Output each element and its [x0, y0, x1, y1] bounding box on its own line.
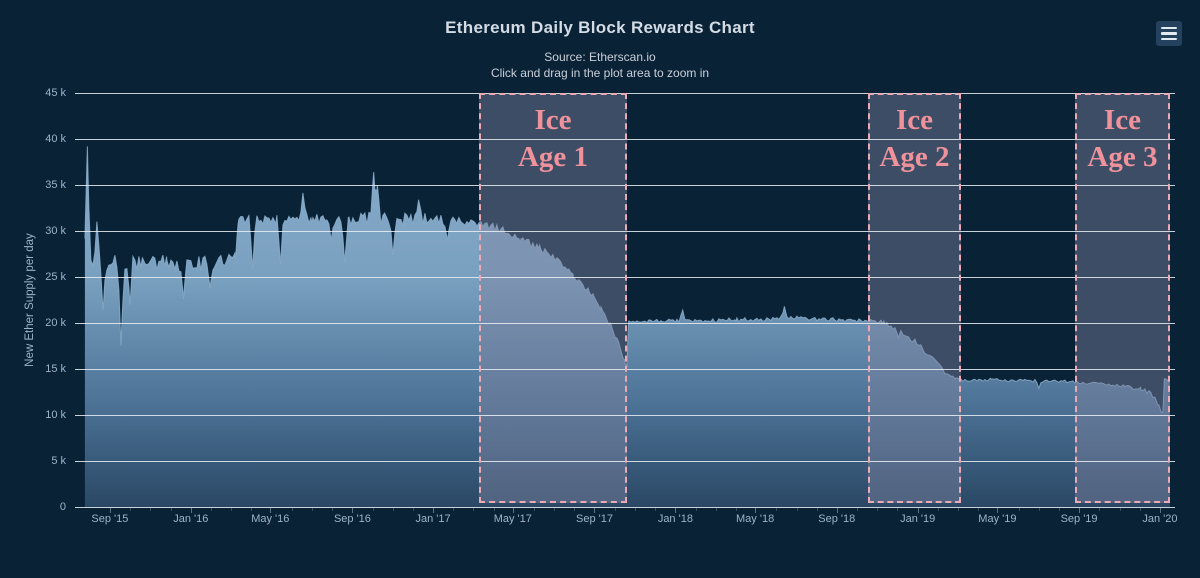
chart-context-menu-button[interactable] [1156, 21, 1182, 46]
y-axis-label: 10 k [45, 409, 66, 421]
x-axis-minor-tick [211, 508, 212, 511]
x-axis-minor-tick [150, 508, 152, 511]
chart-source-subtitle: Source: Etherscan.io [544, 50, 656, 64]
y-axis-label: 15 k [45, 363, 66, 375]
x-axis-minor-tick [1038, 508, 1040, 511]
x-axis-minor-tick [937, 508, 939, 511]
plot-band-ice-age-1 [479, 93, 627, 503]
y-axis-label: 5 k [51, 455, 66, 467]
x-axis-minor-tick [614, 508, 616, 511]
x-axis-label: May '18 [736, 513, 775, 525]
plot-band-border-ice-age-1 [479, 93, 627, 503]
x-axis-label: Sep '16 [333, 513, 371, 525]
x-axis-label: May '19 [978, 513, 1017, 525]
x-axis-minor-tick [170, 508, 172, 511]
hamburger-icon [1156, 26, 1182, 41]
x-axis-minor-tick [311, 508, 313, 511]
x-axis-minor-tick [776, 508, 778, 511]
x-axis-tick [512, 508, 514, 513]
x-axis-tick [433, 508, 435, 513]
x-axis-minor-tick [1018, 508, 1020, 511]
x-axis-minor-tick [695, 508, 697, 511]
x-axis-minor-tick [958, 508, 960, 511]
x-axis-minor-tick [735, 508, 737, 511]
x-axis-minor-tick [1059, 508, 1061, 511]
x-axis-label: Jan '20 [1142, 513, 1178, 525]
x-axis-minor-tick [1119, 508, 1121, 511]
x-axis-minor-tick [372, 508, 374, 511]
x-axis-minor-tick [412, 508, 414, 511]
x-axis-minor-tick [291, 508, 293, 511]
x-axis-minor-tick [554, 508, 556, 511]
x-axis-tick [1159, 508, 1161, 513]
y-axis-label: 0 [59, 501, 66, 513]
x-axis-label: May '16 [251, 513, 290, 525]
y-axis-label: 45 k [45, 87, 66, 99]
x-axis-tick [675, 508, 677, 513]
x-axis-minor-tick [534, 508, 536, 511]
x-axis-minor-tick [332, 508, 334, 511]
x-axis-minor-tick [796, 508, 798, 511]
y-axis-title: New Ether Supply per day [24, 233, 36, 367]
x-axis-minor-tick [857, 508, 859, 511]
x-axis-label: Jan '19 [900, 513, 936, 525]
x-axis-tick [352, 508, 354, 513]
x-axis-minor-tick [877, 508, 879, 511]
x-axis-minor-tick [493, 508, 495, 511]
x-axis-minor-tick [130, 508, 132, 511]
x-axis-tick [594, 508, 596, 513]
x-axis-tick [1079, 508, 1081, 513]
x-axis-tick [917, 508, 919, 513]
plot-band-label: Ice Age 2 [879, 104, 950, 173]
x-axis-tick [109, 508, 111, 513]
y-axis-label: 30 k [45, 225, 66, 237]
plot-band-border-ice-age-2 [868, 93, 962, 503]
x-axis-tick [755, 508, 757, 513]
x-axis-minor-tick [897, 508, 899, 511]
y-axis-label: 25 k [45, 271, 66, 283]
area-series-edge [84, 146, 1171, 413]
y-axis-label: 35 k [45, 179, 66, 191]
plot-band-border-ice-age-3 [1074, 93, 1170, 503]
zoom-hint-subtitle: Click and drag in the plot area to zoom … [490, 66, 710, 80]
x-axis-tick [270, 508, 272, 513]
y-axis-label: 20 k [45, 317, 66, 329]
x-axis-label: Jan '18 [657, 513, 693, 525]
x-axis-minor-tick [978, 508, 980, 511]
plot-area[interactable] [75, 93, 1175, 507]
x-axis-minor-tick [816, 508, 818, 511]
x-axis-minor-tick [473, 508, 475, 511]
x-axis-label: Sep '17 [575, 513, 613, 525]
x-axis-minor-tick [231, 508, 233, 511]
x-axis-tick [836, 508, 838, 513]
x-axis-minor-tick [1099, 508, 1101, 511]
x-axis-label: Jan '16 [173, 513, 209, 525]
chart-title: Ethereum Daily Block Rewards Chart [445, 18, 755, 37]
x-axis-label: Sep '15 [91, 513, 129, 525]
x-axis-label: Sep '19 [1060, 513, 1098, 525]
x-axis-tick [190, 508, 192, 513]
plot-band-label: Ice Age 3 [1087, 104, 1158, 173]
plot-band-ice-age-3 [1074, 93, 1170, 503]
y-axis-label: 40 k [45, 133, 66, 145]
y-gridline [75, 507, 1175, 508]
x-axis-label: Sep '18 [818, 513, 856, 525]
x-axis-minor-tick [574, 508, 576, 511]
plot-band-ice-age-2 [868, 93, 962, 503]
x-axis-minor-tick [453, 508, 455, 511]
plot-band-label: Ice Age 1 [517, 104, 589, 173]
x-axis-minor-tick [715, 508, 717, 511]
x-axis-label: Jan '17 [415, 513, 451, 525]
x-axis-minor-tick [392, 508, 394, 511]
x-axis-label: May '17 [493, 513, 532, 525]
area-series [84, 146, 1170, 507]
x-axis-minor-tick [635, 508, 636, 511]
x-axis-minor-tick [655, 508, 657, 511]
x-axis-tick [997, 508, 999, 513]
x-axis-minor-tick [1139, 508, 1141, 511]
x-axis-minor-tick [251, 508, 253, 511]
